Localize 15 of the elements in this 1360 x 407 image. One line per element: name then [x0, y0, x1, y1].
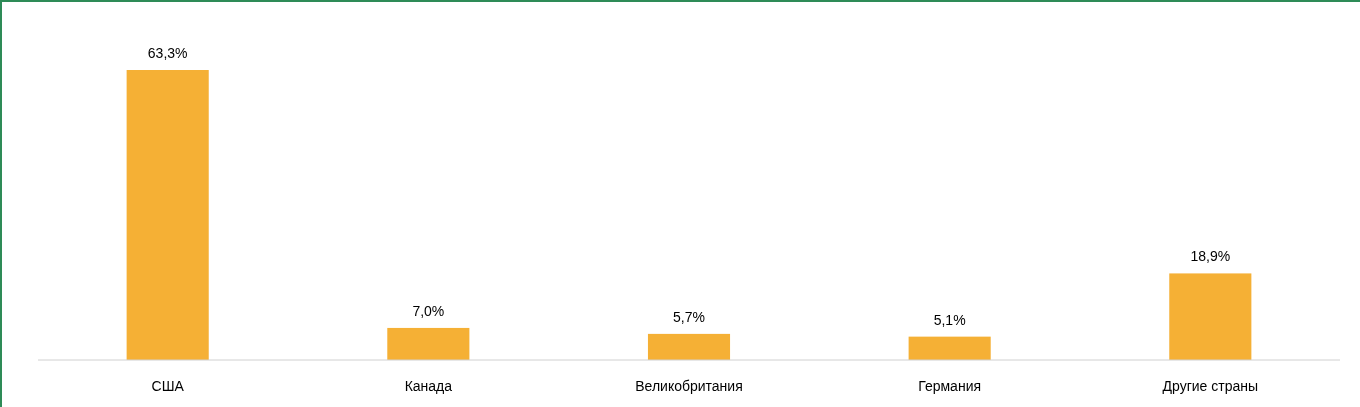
- x-tick-label: Канада: [404, 378, 453, 394]
- x-tick-label: Великобритания: [635, 378, 743, 394]
- bar: [647, 333, 731, 360]
- x-tick-label: США: [151, 378, 185, 394]
- bar: [908, 336, 991, 360]
- data-label: 18,9%: [1190, 248, 1231, 265]
- bar: [1169, 273, 1252, 360]
- data-label: 7,0%: [412, 302, 445, 319]
- data-label: 5,7%: [673, 308, 705, 325]
- bar: [387, 327, 470, 360]
- data-label: 5,1%: [933, 311, 966, 328]
- x-tick-label: Германия: [918, 378, 982, 394]
- bar: [126, 70, 209, 360]
- x-tick-label: Другие страны: [1162, 378, 1259, 394]
- data-label: 63,3%: [147, 45, 188, 61]
